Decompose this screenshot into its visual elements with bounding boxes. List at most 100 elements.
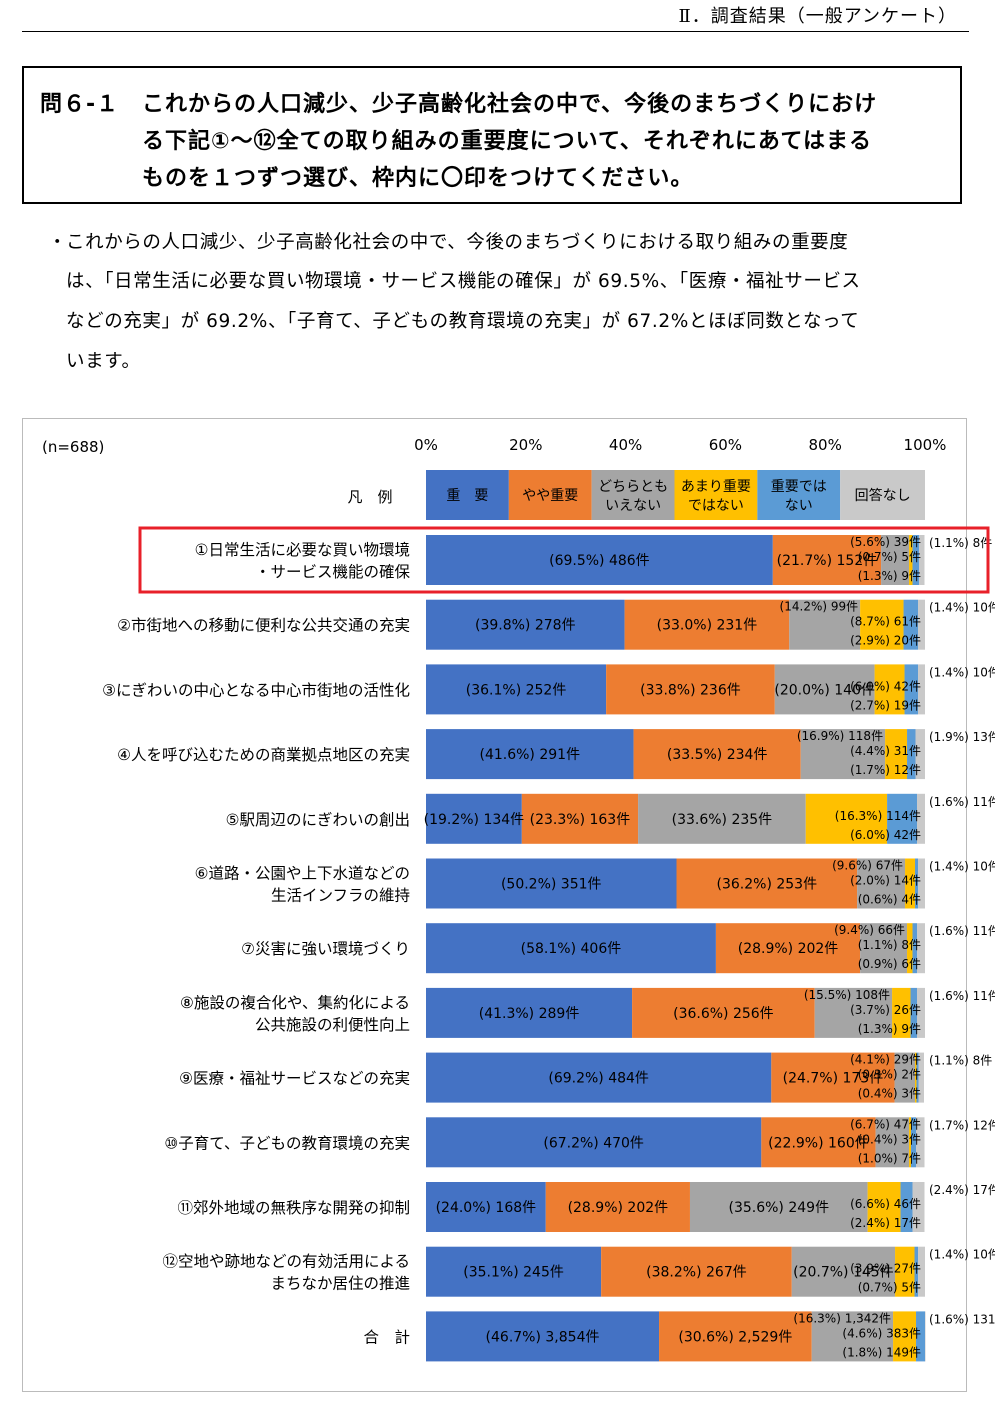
data-label: (0.4%) 3件 bbox=[858, 1087, 921, 1101]
data-label: (1.6%) 131件 bbox=[929, 1312, 995, 1326]
data-label: (69.5%) 486件 bbox=[549, 553, 650, 569]
data-label: (1.1%) 8件 bbox=[929, 536, 992, 550]
data-label: (2.0%) 14件 bbox=[850, 874, 921, 888]
bar-segment bbox=[761, 1117, 876, 1168]
data-label: (1.4%) 10件 bbox=[929, 860, 995, 874]
data-label: (0.3%) 2件 bbox=[858, 1068, 921, 1082]
bar-segment bbox=[912, 923, 918, 974]
category-label: ⑨医療・福祉サービスなどの充実 bbox=[179, 1070, 410, 1088]
highlight-frame bbox=[138, 526, 990, 594]
bar-segment bbox=[892, 987, 911, 1038]
data-label: (46.7%) 3,854件 bbox=[486, 1329, 600, 1345]
data-label: (20.7%) 145件 bbox=[793, 1265, 894, 1281]
bar-segment bbox=[915, 858, 919, 909]
bar-segment bbox=[893, 1311, 917, 1362]
data-label: (1.3%) 9件 bbox=[858, 569, 921, 583]
data-label: (36.1%) 252件 bbox=[466, 682, 567, 698]
sample-size-label: (n=688) bbox=[42, 438, 104, 456]
data-label: (1.6%) 11件 bbox=[929, 989, 995, 1003]
data-label: (33.0%) 231件 bbox=[657, 618, 758, 634]
bar-segment bbox=[918, 1246, 925, 1297]
summary-line-1: これからの人口減少、少子高齢化社会の中で、今後のまちづくりにおける取り組みの重要… bbox=[66, 232, 849, 253]
data-label: (4.1%) 29件 bbox=[850, 1053, 921, 1067]
report-section-title: Ⅱ．調査結果（一般アンケート） bbox=[678, 6, 957, 27]
bar-segment bbox=[426, 535, 773, 585]
legend-swatch bbox=[840, 470, 925, 520]
data-label: (24.7%) 173件 bbox=[783, 1071, 884, 1087]
bar-segment bbox=[426, 664, 607, 715]
bar-segment bbox=[426, 599, 625, 650]
bar-segment bbox=[914, 1246, 919, 1297]
bar-segment bbox=[918, 664, 925, 715]
bar-segment bbox=[676, 858, 858, 909]
data-label: (50.2%) 351件 bbox=[501, 877, 602, 893]
data-label: (67.2%) 470件 bbox=[543, 1135, 644, 1151]
category-label: ②市街地への移動に便利な公共交通の充実 bbox=[117, 617, 410, 635]
category-label: ⑦災害に強い環境づくり bbox=[241, 939, 410, 958]
legend-title: 凡 例 bbox=[347, 488, 392, 506]
data-label: (6.0%) 42件 bbox=[850, 679, 921, 693]
legend-swatch bbox=[508, 470, 592, 520]
bar-segment bbox=[918, 1052, 925, 1103]
bar-segment bbox=[659, 1311, 812, 1362]
category-label: ⑪郊外地域の無秩序な開発の抑制 bbox=[177, 1199, 410, 1217]
data-label: (6.7%) 47件 bbox=[850, 1117, 921, 1131]
bar-segment bbox=[917, 793, 925, 844]
data-label: (41.3%) 289件 bbox=[479, 1006, 580, 1022]
x-tick-label: 60% bbox=[709, 436, 742, 454]
data-label: (1.0%) 7件 bbox=[858, 1151, 921, 1165]
legend-entry: いえない bbox=[605, 498, 661, 514]
data-label: (28.9%) 202件 bbox=[738, 941, 839, 957]
category-label: ⑧施設の複合化や、集約化による bbox=[180, 994, 410, 1012]
question-number: 問６-１ bbox=[40, 92, 120, 117]
category-label: ③にぎわいの中心となる中心市街地の活性化 bbox=[102, 681, 410, 699]
data-label: (69.2%) 484件 bbox=[548, 1071, 649, 1087]
bar-segment bbox=[904, 664, 919, 715]
bar-segment bbox=[633, 729, 801, 780]
data-label: (1.7%) 12件 bbox=[850, 763, 921, 777]
legend-entry: ない bbox=[785, 498, 813, 514]
bar-segment bbox=[800, 729, 886, 780]
data-label: (39.8%) 278件 bbox=[475, 618, 576, 634]
data-label: (30.6%) 2,529件 bbox=[678, 1329, 792, 1345]
bar-segment bbox=[925, 1311, 926, 1362]
data-label: (15.5%) 108件 bbox=[804, 988, 890, 1002]
bar-segment bbox=[860, 923, 908, 974]
data-label: (33.6%) 235件 bbox=[672, 812, 773, 828]
data-label: (3.9%) 27件 bbox=[850, 1262, 921, 1276]
data-label: (33.5%) 234件 bbox=[667, 747, 768, 763]
data-label: (24.0%) 168件 bbox=[436, 1200, 537, 1216]
bar-segment bbox=[895, 1246, 915, 1297]
data-label: (0.4%) 3件 bbox=[858, 1132, 921, 1146]
question-box: 問６-１ これからの人口減少、少子高齢化社会の中で、今後のまちづくりにおけ る下… bbox=[22, 66, 962, 204]
bar-segment bbox=[805, 793, 888, 844]
data-label: (0.7%) 5件 bbox=[858, 550, 921, 564]
data-label: (2.4%) 17件 bbox=[929, 1183, 995, 1197]
bar-segment bbox=[426, 858, 677, 909]
question-line-1: これからの人口減少、少子高齢化社会の中で、今後のまちづくりにおけ bbox=[142, 92, 878, 117]
legend-entry: 重要では bbox=[771, 479, 827, 495]
data-label: (20.0%) 140件 bbox=[774, 682, 875, 698]
legend-entry: ではない bbox=[688, 498, 744, 514]
x-tick-label: 20% bbox=[509, 436, 542, 454]
bar-segment bbox=[606, 664, 775, 715]
bar-segment bbox=[874, 664, 905, 715]
legend-swatch bbox=[674, 470, 758, 520]
data-label: (36.6%) 256件 bbox=[673, 1006, 774, 1022]
bar-segment bbox=[426, 729, 634, 780]
data-label: (19.2%) 134件 bbox=[424, 812, 525, 828]
bar-segment bbox=[905, 858, 916, 909]
data-label: (2.7%) 19件 bbox=[850, 698, 921, 712]
bar-segment bbox=[875, 1117, 910, 1168]
bar-segment bbox=[521, 793, 639, 844]
category-label: ④人を呼び込むための商業拠点地区の充実 bbox=[117, 746, 410, 764]
bar-segment bbox=[426, 923, 716, 974]
question-line-2: る下記①～⑫全ての取り組みの重要度について、それぞれにあてはまる bbox=[142, 129, 872, 154]
question-line-3: ものを１つずつ選び、枠内に〇印をつけてください。 bbox=[142, 166, 694, 191]
bar-segment bbox=[811, 1311, 894, 1362]
data-label: (21.7%) 152件 bbox=[777, 553, 878, 569]
data-label: (1.6%) 11件 bbox=[929, 795, 995, 809]
bar-segment bbox=[919, 535, 925, 585]
bar-segment bbox=[426, 987, 633, 1038]
